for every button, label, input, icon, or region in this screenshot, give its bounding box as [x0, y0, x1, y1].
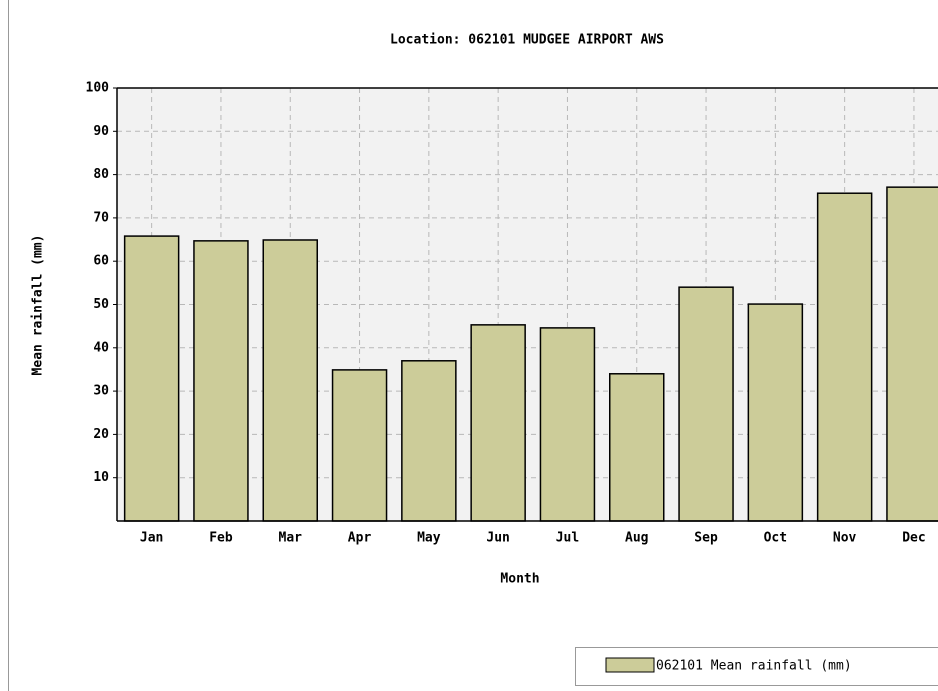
- y-tick-label: 50: [93, 297, 109, 312]
- bar: [401, 360, 457, 522]
- y-tick-label: 70: [93, 210, 109, 225]
- x-tick-label: Oct: [764, 531, 787, 546]
- bar: [747, 303, 804, 522]
- bar: [193, 240, 249, 522]
- y-tick-label: 10: [93, 470, 109, 485]
- bar: [331, 369, 388, 522]
- x-tick-label: Apr: [348, 531, 372, 546]
- bar: [816, 192, 873, 522]
- bar: [470, 324, 526, 522]
- y-tick-label: 90: [93, 124, 109, 139]
- y-tick-label: 40: [93, 340, 109, 355]
- bar: [539, 327, 596, 522]
- legend-label: 062101 Mean rainfall (mm): [656, 659, 852, 674]
- x-tick-label: Aug: [625, 531, 648, 546]
- bar: [678, 286, 734, 522]
- x-tick-label: Nov: [833, 531, 857, 546]
- x-axis-title: Month: [500, 572, 539, 587]
- x-tick-label: Feb: [209, 531, 233, 546]
- y-tick-label: 20: [93, 427, 109, 442]
- y-tick-label: 30: [93, 384, 109, 399]
- x-tick-label: May: [417, 531, 441, 546]
- x-tick-label: Jun: [486, 531, 509, 546]
- y-axis-title: Mean rainfall (mm): [31, 235, 46, 376]
- chart-title: Location: 062101 MUDGEE AIRPORT AWS: [390, 33, 664, 48]
- y-tick-label: 60: [93, 254, 109, 269]
- x-tick-label: Dec: [902, 531, 925, 546]
- bar: [262, 239, 318, 522]
- y-tick-label: 80: [93, 167, 109, 182]
- x-tick-label: Mar: [279, 531, 303, 546]
- bar: [886, 186, 938, 522]
- y-tick-label: 100: [86, 81, 110, 96]
- x-tick-label: Sep: [694, 531, 718, 546]
- bar: [609, 373, 665, 522]
- x-tick-label: Jul: [556, 531, 579, 546]
- bar: [123, 235, 180, 522]
- x-tick-label: Jan: [140, 531, 163, 546]
- legend-swatch: [605, 657, 655, 673]
- legend-items: 062101 Mean rainfall (mm): [605, 657, 852, 674]
